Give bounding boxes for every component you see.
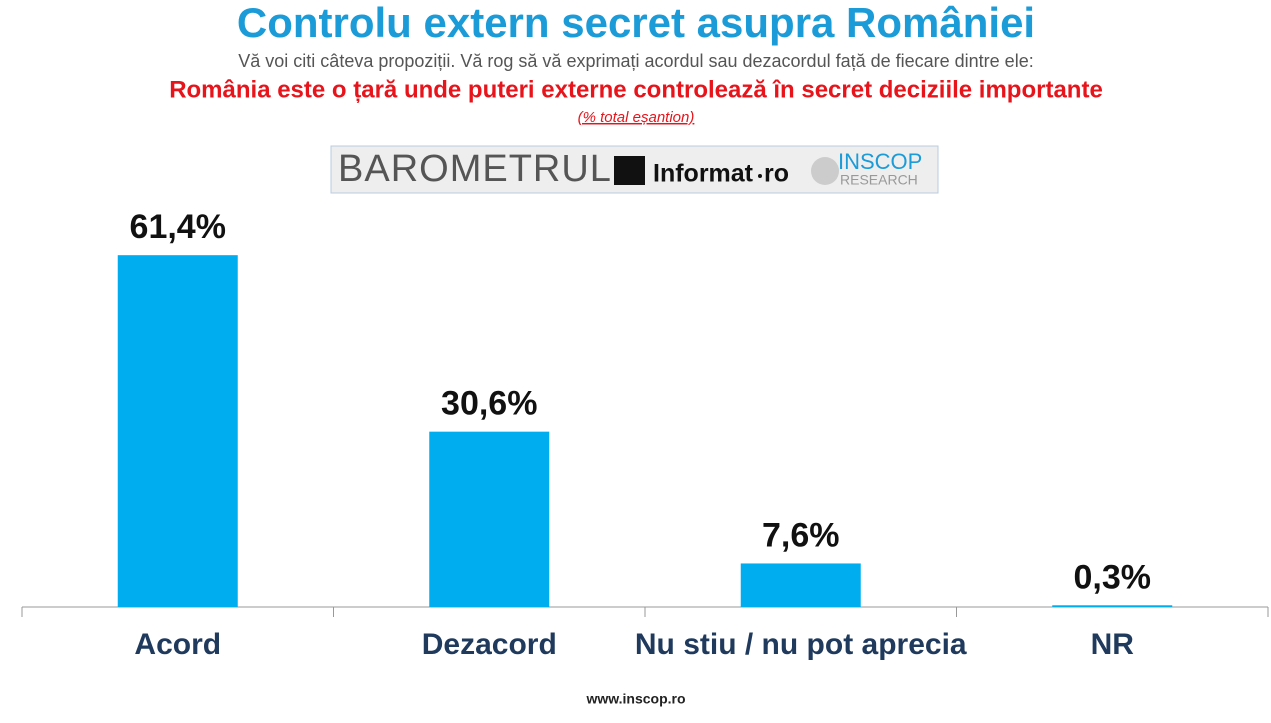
- value-label: 30,6%: [441, 385, 537, 423]
- logo-circle: [811, 157, 839, 185]
- value-label: 61,4%: [130, 208, 226, 246]
- note: (% total eșantion): [578, 109, 695, 126]
- subtitle: Vă voi citi câteva propoziții. Vă rog să…: [238, 51, 1033, 71]
- bar: [117, 255, 238, 608]
- bar: [1052, 605, 1173, 607]
- x-tick-label: NR: [1091, 628, 1135, 661]
- value-label: 0,3%: [1074, 558, 1152, 596]
- logo-partner-suffix: ro: [764, 160, 789, 188]
- value-label: 7,6%: [762, 516, 840, 554]
- footer: www.inscop.ro: [585, 691, 685, 707]
- bar: [429, 431, 550, 607]
- logo: BAROMETRUL Informat ro INSCOP RESEARCH: [330, 145, 939, 194]
- x-tick-label: Dezacord: [422, 628, 557, 661]
- logo-partner: Informat: [653, 160, 754, 188]
- chart-title: Controlu extern secret asupra României: [237, 0, 1035, 46]
- question: România este o țară unde puteri externe …: [169, 76, 1103, 103]
- logo-icon: [614, 156, 645, 185]
- x-tick-label: Nu stiu / nu pot aprecia: [635, 628, 967, 661]
- logo-brand: INSCOP: [838, 149, 922, 174]
- logo-dot: [758, 174, 762, 178]
- logo-barometer: BAROMETRUL: [338, 148, 612, 190]
- x-tick-label: Acord: [134, 628, 221, 661]
- logo-brand-sub: RESEARCH: [840, 172, 918, 188]
- bar: [740, 563, 861, 607]
